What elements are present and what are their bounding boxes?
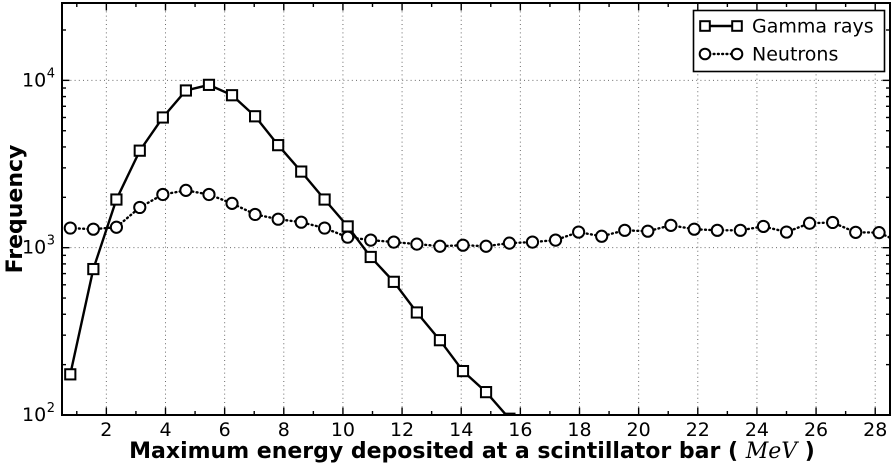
- marker-neutrons: [63, 221, 77, 235]
- legend-samples: [698, 20, 744, 61]
- marker-neutrons: [133, 200, 147, 215]
- marker-gamma-rays: [387, 275, 400, 288]
- legend-sample-marker: [730, 47, 744, 61]
- marker-neutrons: [826, 215, 840, 230]
- marker-gamma-rays: [225, 89, 239, 102]
- marker-gamma-rays: [64, 368, 77, 381]
- marker-neutrons: [548, 233, 563, 247]
- marker-neutrons: [779, 225, 794, 239]
- marker-neutrons: [202, 187, 216, 202]
- legend-sample-marker: [698, 47, 712, 61]
- marker-gamma-rays: [295, 165, 308, 178]
- marker-neutrons: [156, 187, 170, 202]
- marker-neutrons: [317, 221, 332, 235]
- legend-label-gamma-rays: Gamma rays: [752, 16, 874, 38]
- marker-gamma-rays: [479, 386, 493, 399]
- legend-sample-marker: [699, 20, 711, 32]
- marker-neutrons: [849, 225, 863, 239]
- marker-gamma-rays: [456, 364, 470, 378]
- marker-gamma-rays: [156, 111, 169, 124]
- marker-gamma-rays: [87, 262, 100, 276]
- grid-lines: [62, 3, 890, 415]
- marker-gamma-rays: [364, 250, 377, 264]
- marker-neutrons: [225, 196, 239, 210]
- x-tick-label: 4: [159, 419, 171, 441]
- marker-gamma-rays: [433, 334, 447, 347]
- marker-neutrons: [433, 239, 447, 253]
- x-tick-label: 18: [567, 419, 591, 441]
- y-axis-title: Frequency: [3, 145, 28, 274]
- y-tick-label: 102: [22, 401, 55, 426]
- x-tick-label: 26: [804, 419, 828, 441]
- x-tick-label: 2: [100, 419, 112, 441]
- marker-neutrons: [595, 229, 609, 243]
- axes-frame: [61, 2, 891, 416]
- legend: Gamma rays Neutrons: [692, 9, 886, 73]
- marker-gamma-rays: [272, 139, 285, 152]
- x-tick-label: 28: [863, 419, 887, 441]
- x-tick-label: 10: [331, 419, 355, 441]
- marker-neutrons: [479, 239, 493, 253]
- x-tick-label: 8: [278, 419, 290, 441]
- marker-neutrons: [364, 233, 378, 247]
- marker-neutrons: [733, 223, 747, 237]
- marker-neutrons: [572, 225, 586, 239]
- marker-neutrons: [756, 219, 771, 234]
- legend-sample-marker: [731, 20, 743, 32]
- marker-neutrons: [294, 215, 308, 229]
- marker-neutrons: [410, 237, 424, 251]
- y-tick-label: 104: [22, 66, 55, 91]
- marker-neutrons: [802, 216, 817, 230]
- marker-neutrons: [341, 230, 355, 244]
- marker-neutrons: [271, 212, 285, 226]
- marker-neutrons: [641, 224, 655, 238]
- x-tick-label: 22: [686, 419, 710, 441]
- legend-label-neutrons: Neutrons: [752, 44, 838, 66]
- marker-neutrons: [179, 183, 193, 197]
- marker-neutrons: [109, 220, 124, 234]
- marker-neutrons: [248, 207, 262, 222]
- marker-gamma-rays: [318, 193, 331, 206]
- x-axis-unit: MeV: [745, 439, 800, 464]
- marker-neutrons: [664, 218, 678, 232]
- marker-neutrons: [687, 222, 701, 236]
- marker-gamma-rays: [110, 193, 123, 206]
- marker-gamma-rays: [410, 306, 423, 319]
- x-tick-label: 12: [390, 419, 414, 441]
- marker-neutrons: [456, 238, 470, 252]
- marker-gamma-rays: [249, 110, 262, 123]
- x-tick-label: 6: [219, 419, 231, 441]
- x-tick-label: 20: [627, 419, 651, 441]
- x-tick-label: 24: [745, 419, 769, 441]
- marker-neutrons: [86, 222, 100, 236]
- marker-neutrons: [618, 223, 632, 237]
- legend-frame: [692, 9, 886, 73]
- marker-neutrons: [710, 223, 724, 237]
- marker-neutrons: [525, 235, 540, 249]
- marker-neutrons: [872, 226, 886, 240]
- marker-gamma-rays: [202, 78, 216, 91]
- series-layer: [63, 78, 890, 415]
- x-axis-title-suffix: ): [797, 439, 815, 464]
- marker-gamma-rays: [133, 144, 146, 157]
- x-tick-label: 16: [508, 419, 532, 441]
- x-axis-title-text: Maximum energy deposited at a scintillat…: [129, 439, 746, 464]
- marker-neutrons: [502, 236, 517, 250]
- marker-gamma-rays: [341, 220, 354, 233]
- x-tick-label: 14: [449, 419, 473, 441]
- marker-gamma-rays: [179, 84, 193, 97]
- x-axis-title: Maximum energy deposited at a scintillat…: [129, 439, 815, 464]
- marker-neutrons: [387, 235, 401, 249]
